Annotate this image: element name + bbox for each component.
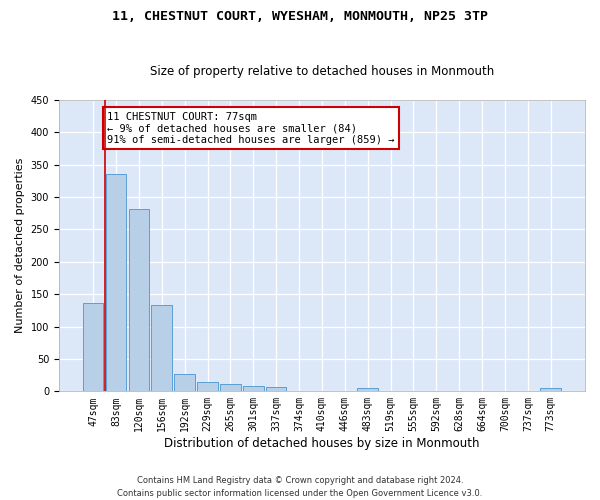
- Bar: [197, 382, 218, 392]
- Bar: [358, 388, 378, 392]
- Bar: [175, 374, 195, 392]
- Bar: [106, 174, 126, 392]
- Bar: [83, 304, 103, 392]
- Title: Size of property relative to detached houses in Monmouth: Size of property relative to detached ho…: [150, 65, 494, 78]
- Text: Contains HM Land Registry data © Crown copyright and database right 2024.
Contai: Contains HM Land Registry data © Crown c…: [118, 476, 482, 498]
- Bar: [128, 210, 149, 392]
- Y-axis label: Number of detached properties: Number of detached properties: [15, 158, 25, 334]
- Text: 11 CHESTNUT COURT: 77sqm
← 9% of detached houses are smaller (84)
91% of semi-de: 11 CHESTNUT COURT: 77sqm ← 9% of detache…: [107, 112, 394, 145]
- Bar: [243, 386, 263, 392]
- Bar: [266, 388, 286, 392]
- Bar: [541, 388, 561, 392]
- X-axis label: Distribution of detached houses by size in Monmouth: Distribution of detached houses by size …: [164, 437, 480, 450]
- Text: 11, CHESTNUT COURT, WYESHAM, MONMOUTH, NP25 3TP: 11, CHESTNUT COURT, WYESHAM, MONMOUTH, N…: [112, 10, 488, 23]
- Bar: [220, 384, 241, 392]
- Bar: [151, 304, 172, 392]
